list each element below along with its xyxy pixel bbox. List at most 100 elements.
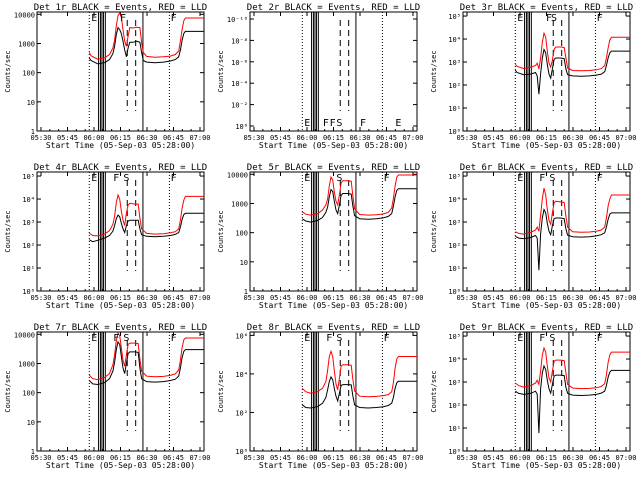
x-tick-label: 05:45	[57, 134, 78, 142]
plot-frame	[249, 171, 418, 292]
y-tick-label: 10²	[22, 242, 35, 250]
y-tick-label: 10	[240, 259, 248, 267]
x-tick-label: 07:00	[402, 294, 423, 302]
panel-title: Det 7r BLACK = Events, RED = LLD	[34, 323, 207, 333]
x-tick-label: 06:30	[349, 454, 370, 462]
x-tick-label: 05:45	[270, 294, 291, 302]
plot-frame	[249, 11, 418, 132]
y-tick-label: 10¹	[448, 105, 461, 113]
y-tick-label: 10⁵	[448, 13, 461, 21]
y-tick-label: 1000	[18, 40, 35, 48]
x-tick-label: 06:45	[376, 454, 397, 462]
y-tick-label: 10⁻⁴	[231, 80, 248, 88]
mode-marker: S	[549, 173, 555, 184]
y-axis-label: Counts/sec	[4, 370, 12, 412]
mode-marker: E	[304, 333, 310, 344]
y-tick-label: 10²	[448, 242, 461, 250]
y-axis-label: Counts/sec	[217, 370, 225, 412]
mode-marker: F	[539, 333, 545, 344]
panel-det-4: Det 4r BLACK = Events, RED = LLD Counts/s…	[4, 163, 211, 310]
series-events	[88, 26, 204, 65]
x-axis-label: Start Time (05-Sep-03 05:28:00)	[46, 461, 195, 470]
x-tick-label: 06:00	[509, 454, 530, 462]
x-axis-label: Start Time (05-Sep-03 05:28:00)	[472, 141, 621, 150]
x-tick-label: 06:00	[296, 134, 317, 142]
y-tick-label: 10¹	[22, 265, 35, 273]
x-tick-label: 06:00	[296, 454, 317, 462]
y-tick-label: 10⁴	[448, 36, 461, 44]
mode-marker: F	[113, 173, 119, 184]
x-tick-label: 07:00	[189, 134, 210, 142]
y-tick-label: 10³	[22, 219, 35, 227]
x-tick-label: 05:45	[57, 294, 78, 302]
y-tick-label: 100	[235, 230, 248, 238]
panel-title: Det 6r BLACK = Events, RED = LLD	[460, 163, 633, 173]
mode-marker: F	[597, 173, 603, 184]
panel-title: Det 3r BLACK = Events, RED = LLD	[460, 3, 633, 13]
x-axis-label: Start Time (05-Sep-03 05:28:00)	[46, 141, 195, 150]
mode-marker: F	[171, 13, 177, 24]
mode-marker: F	[597, 333, 603, 344]
mode-marker: S	[123, 173, 129, 184]
series-lld	[515, 346, 630, 390]
x-tick-label: 06:45	[376, 294, 397, 302]
x-tick-label: 06:15	[110, 134, 131, 142]
y-tick-label: 10000	[14, 331, 35, 339]
mode-marker: S	[336, 333, 342, 344]
series-events	[514, 47, 630, 95]
y-axis-label: Counts/sec	[430, 50, 438, 92]
series-lld	[514, 31, 630, 72]
x-tick-label: 07:00	[189, 454, 210, 462]
y-tick-label: 100	[22, 70, 35, 78]
y-tick-label: 10³	[448, 379, 461, 387]
x-tick-label: 05:30	[30, 134, 51, 142]
mode-marker: F	[171, 333, 177, 344]
series-lld	[88, 332, 204, 381]
x-tick-label: 06:00	[509, 134, 530, 142]
x-tick-label: 05:30	[243, 134, 264, 142]
x-tick-label: 06:45	[589, 454, 610, 462]
x-tick-label: 06:15	[110, 454, 131, 462]
x-tick-label: 05:30	[30, 454, 51, 462]
series-events	[515, 364, 630, 434]
x-tick-label: 07:00	[615, 294, 636, 302]
mode-marker: S	[123, 333, 129, 344]
series-events	[88, 340, 204, 386]
series-events	[89, 212, 204, 243]
x-tick-label: 05:30	[243, 294, 264, 302]
mode-marker: E	[517, 13, 523, 24]
x-tick-label: 06:30	[562, 134, 583, 142]
y-tick-label: 100	[22, 390, 35, 398]
mode-marker: F	[171, 173, 177, 184]
panel-det-8: Det 8r BLACK = Events, RED = LLD Counts/s…	[217, 323, 424, 470]
x-tick-label: 05:30	[456, 454, 477, 462]
mode-marker: S	[336, 118, 342, 129]
x-tick-label: 06:00	[296, 294, 317, 302]
y-tick-label: 10⁻⁸	[231, 37, 248, 45]
x-tick-label: 06:00	[83, 294, 104, 302]
y-axis-label: Counts/sec	[217, 50, 225, 92]
plot-frame	[36, 11, 205, 132]
y-tick-label: 10⁶	[235, 332, 248, 340]
y-tick-label: 1	[244, 288, 248, 296]
mode-marker: F	[323, 118, 329, 129]
panel-title: Det 8r BLACK = Events, RED = LLD	[247, 323, 420, 333]
panel-det-3: Det 3r BLACK = Events, RED = LLD Counts/s…	[430, 3, 637, 150]
x-tick-label: 06:45	[163, 454, 184, 462]
panel-det-7: Det 7r BLACK = Events, RED = LLD Counts/s…	[4, 323, 211, 470]
x-tick-label: 06:30	[136, 134, 157, 142]
x-tick-label: 06:15	[110, 294, 131, 302]
y-tick-label: 10⁰	[235, 123, 248, 131]
y-tick-label: 10³	[448, 219, 461, 227]
y-tick-label: 10⁰	[448, 128, 461, 136]
y-tick-label: 1	[31, 448, 35, 456]
x-tick-label: 06:15	[323, 294, 344, 302]
y-axis-label: Counts/sec	[4, 210, 12, 252]
y-tick-label: 10⁴	[22, 196, 35, 204]
y-tick-label: 10⁰	[235, 448, 248, 456]
x-tick-label: 06:30	[562, 454, 583, 462]
series-lld	[302, 174, 417, 216]
y-tick-label: 10	[27, 99, 35, 107]
series-lld	[515, 187, 630, 235]
